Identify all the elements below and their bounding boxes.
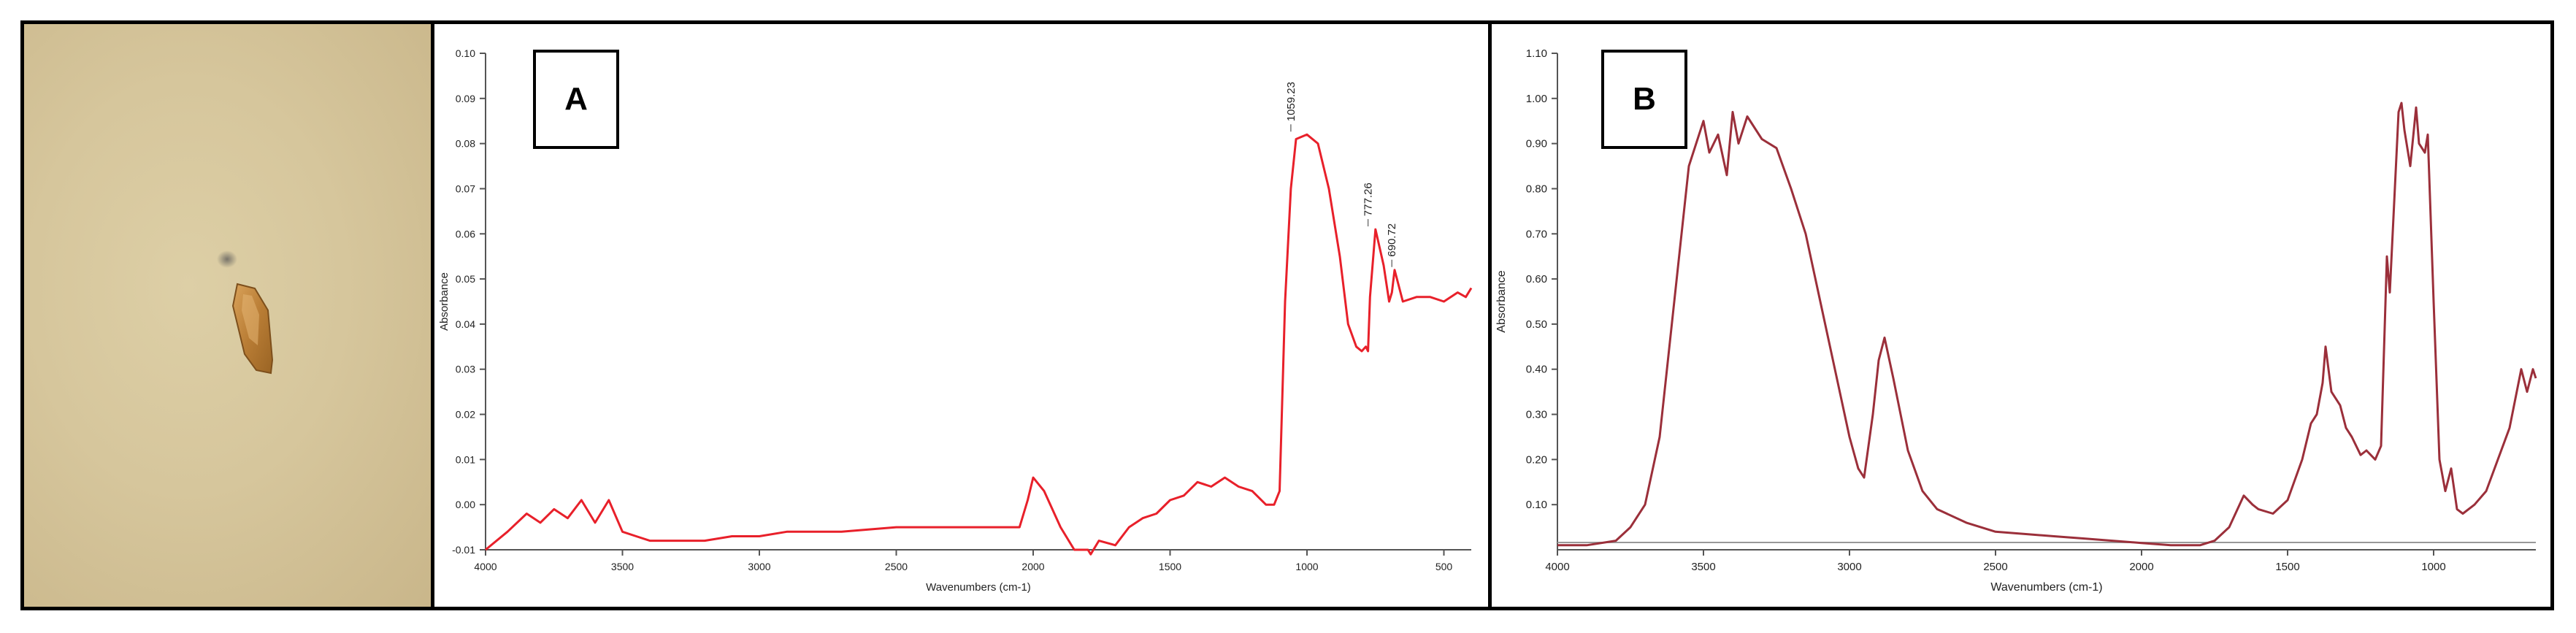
ftir-chart-a: -0.01 0.00 0.01 0.02 0.03 0.04 0.05 0.06 0.07 0.0… — [438, 47, 1473, 594]
y-tick-label: 0.04 — [456, 318, 475, 330]
y-tick-label: 0.40 — [1526, 364, 1547, 376]
x-tick-label: 1500 — [1159, 561, 1181, 572]
x-tick-label: 3500 — [611, 561, 634, 572]
x-axis-label: Wavenumbers (cm-1) — [1990, 581, 2102, 594]
y-tick-label: 0.20 — [1526, 453, 1547, 466]
figure-frame — [20, 20, 2554, 610]
y-tick-label: 1.10 — [1526, 47, 1547, 60]
x-tick-label: 2500 — [885, 561, 908, 572]
y-tick-label: 0.01 — [456, 453, 475, 465]
x-tick-label: 2000 — [1021, 561, 1044, 572]
y-tick-label: 0.07 — [456, 183, 475, 194]
y-tick-label: 0.70 — [1526, 228, 1547, 240]
x-tick-label: 2000 — [2129, 561, 2153, 573]
panel-divider-right — [1488, 20, 1492, 610]
y-tick-label: 0.00 — [456, 499, 475, 510]
x-tick-label: 2500 — [1983, 561, 2007, 573]
y-axis-label: Absorbance — [1495, 270, 1508, 332]
y-tick-label: 0.02 — [456, 409, 475, 421]
y-tick-label: -0.01 — [452, 544, 475, 556]
x-axis-label: Wavenumbers (cm-1) — [926, 581, 1031, 594]
y-tick-label: 0.06 — [456, 228, 475, 239]
panel-label-a: A — [533, 50, 619, 149]
panel-label-b: B — [1601, 50, 1687, 149]
x-tick-label: 3000 — [748, 561, 770, 572]
y-tick-label: 0.05 — [456, 273, 475, 285]
y-tick-label: 0.50 — [1526, 318, 1547, 331]
y-tick-label: 0.90 — [1526, 138, 1547, 150]
y-tick-label: 0.30 — [1526, 409, 1547, 421]
x-tick-label: 1000 — [2421, 561, 2445, 573]
peak-label: 1059.23 — [1285, 82, 1297, 121]
x-tick-label: 3500 — [1691, 561, 1715, 573]
sample-photo — [24, 24, 434, 607]
y-tick-label: 0.03 — [456, 364, 475, 375]
y-tick-label: 0.08 — [456, 138, 475, 150]
sample-fragment-image — [217, 250, 274, 375]
x-tick-label: 3000 — [1837, 561, 1861, 573]
y-tick-label: 0.10 — [456, 47, 475, 59]
y-tick-label: 0.60 — [1526, 273, 1547, 285]
y-tick-label: 1.00 — [1526, 93, 1547, 105]
y-tick-label: 0.80 — [1526, 183, 1547, 195]
x-tick-label: 1500 — [2275, 561, 2299, 573]
y-axis-label: Absorbance — [438, 272, 451, 331]
panel-divider-left — [431, 20, 434, 610]
x-tick-label: 4000 — [1545, 561, 1569, 573]
y-tick-label: 0.10 — [1526, 499, 1547, 511]
spectrum-line — [485, 133, 1473, 556]
x-tick-label: 4000 — [474, 561, 497, 572]
peak-label: 690.72 — [1386, 223, 1398, 257]
spectrum-line — [1557, 101, 2537, 547]
y-tick-label: 0.09 — [456, 93, 475, 104]
x-tick-label: 500 — [1435, 561, 1453, 572]
x-tick-label: 1000 — [1295, 561, 1318, 572]
ftir-chart-b: 0.10 0.20 0.30 0.40 0.50 0.60 0.70 0.80 0.90 1.00… — [1495, 47, 2537, 594]
peak-label: 777.26 — [1362, 183, 1375, 216]
